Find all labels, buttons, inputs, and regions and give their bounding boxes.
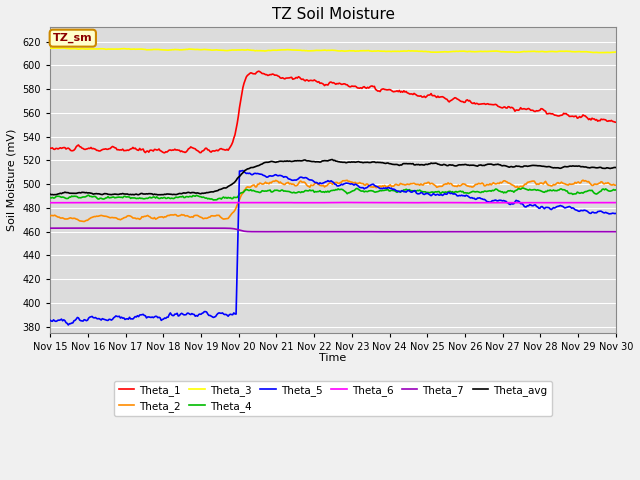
Theta_5 (355, 183, 362, 189)
Theta_5 (512, 197, 520, 203)
Line: Theta_avg: Theta_avg (50, 159, 616, 195)
Theta_6 (479, 200, 487, 205)
Theta_4 (46, 195, 54, 201)
Text: TZ_sm: TZ_sm (53, 33, 93, 43)
Theta_avg (385, 161, 393, 167)
Theta_5 (385, 185, 393, 191)
Theta_avg (316, 159, 324, 165)
Theta_7 (46, 225, 54, 231)
Theta_2 (384, 183, 392, 189)
Theta_7 (601, 229, 609, 235)
Theta_3 (46, 46, 54, 51)
Theta_1 (317, 80, 325, 86)
Theta_avg (154, 192, 162, 198)
Theta_2 (601, 181, 609, 187)
Theta_3 (353, 48, 361, 54)
Theta_6 (46, 200, 54, 205)
Y-axis label: Soil Moisture (mV): Soil Moisture (mV) (7, 129, 17, 231)
Theta_6 (384, 200, 392, 205)
Line: Theta_3: Theta_3 (50, 48, 616, 53)
Theta_1 (255, 68, 262, 74)
Theta_1 (161, 150, 168, 156)
Theta_5 (612, 211, 620, 216)
Theta_4 (319, 189, 327, 194)
Theta_3 (595, 50, 603, 56)
Theta_7 (81, 225, 88, 231)
Theta_3 (316, 48, 324, 53)
Theta_avg (46, 192, 54, 197)
Theta_2 (81, 218, 88, 224)
Theta_4 (316, 188, 324, 193)
Theta_4 (519, 185, 527, 191)
Theta_5 (317, 180, 325, 186)
Theta_6 (319, 200, 327, 205)
Theta_3 (59, 45, 67, 51)
Theta_2 (511, 184, 519, 190)
Theta_7 (319, 229, 327, 235)
Theta_1 (512, 107, 520, 113)
Title: TZ Soil Moisture: TZ Soil Moisture (271, 7, 394, 22)
Theta_avg (328, 156, 336, 162)
Theta_4 (511, 188, 519, 194)
X-axis label: Time: Time (319, 353, 347, 363)
Theta_6 (353, 200, 361, 205)
Theta_5 (239, 168, 247, 173)
Theta_5 (321, 180, 328, 185)
Theta_7 (384, 229, 392, 235)
Line: Theta_4: Theta_4 (50, 188, 616, 200)
Theta_6 (86, 200, 93, 205)
Line: Theta_2: Theta_2 (50, 180, 616, 221)
Theta_3 (319, 48, 327, 53)
Theta_2 (46, 213, 54, 219)
Theta_4 (209, 197, 217, 203)
Line: Theta_5: Theta_5 (50, 170, 616, 325)
Theta_1 (385, 87, 393, 93)
Line: Theta_7: Theta_7 (50, 228, 616, 232)
Theta_5 (46, 317, 54, 323)
Theta_7 (612, 229, 620, 235)
Theta_4 (384, 187, 392, 192)
Theta_avg (355, 159, 362, 165)
Theta_5 (601, 210, 609, 216)
Theta_2 (579, 177, 587, 183)
Theta_4 (612, 187, 620, 193)
Theta_2 (319, 182, 327, 188)
Theta_6 (612, 200, 620, 205)
Theta_3 (511, 49, 519, 55)
Theta_1 (601, 117, 609, 122)
Theta_2 (316, 182, 324, 188)
Theta_7 (594, 229, 602, 235)
Theta_7 (353, 229, 361, 235)
Theta_avg (612, 165, 620, 170)
Theta_1 (321, 83, 328, 88)
Line: Theta_1: Theta_1 (50, 71, 616, 153)
Theta_7 (316, 229, 324, 235)
Theta_5 (65, 322, 72, 328)
Theta_3 (612, 49, 620, 55)
Theta_4 (601, 187, 609, 192)
Theta_6 (316, 200, 324, 205)
Theta_2 (612, 182, 620, 188)
Legend: Theta_1, Theta_2, Theta_3, Theta_4, Theta_5, Theta_6, Theta_7, Theta_avg: Theta_1, Theta_2, Theta_3, Theta_4, Thet… (115, 381, 552, 416)
Theta_1 (355, 85, 362, 91)
Theta_6 (601, 200, 609, 205)
Theta_avg (601, 166, 609, 171)
Theta_avg (512, 163, 520, 169)
Theta_6 (512, 200, 520, 205)
Theta_2 (353, 180, 361, 186)
Theta_1 (46, 145, 54, 151)
Theta_4 (353, 186, 361, 192)
Theta_1 (612, 120, 620, 125)
Theta_7 (511, 229, 519, 235)
Theta_3 (384, 48, 392, 54)
Theta_3 (601, 49, 609, 55)
Theta_avg (319, 158, 327, 164)
